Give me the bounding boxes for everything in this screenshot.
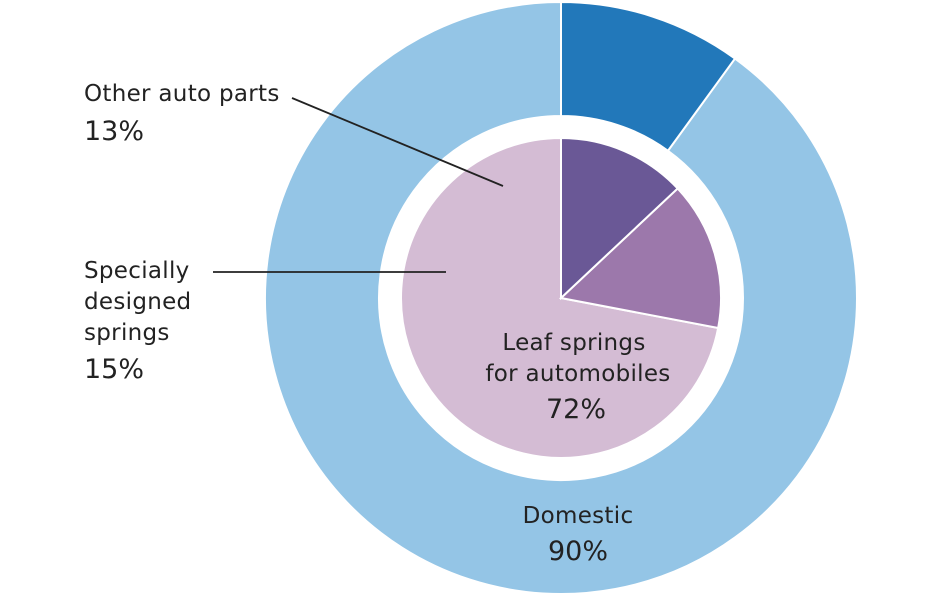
leader-lines [213, 97, 504, 273]
inner-pie [400, 136, 722, 459]
inner-slice-specially-designed-springs [558, 187, 722, 330]
label-leaf-springs-line2: for automobiles [485, 361, 670, 387]
pct-domestic: 90% [548, 536, 608, 567]
label-domestic: Domestic [523, 503, 634, 529]
pct-specially: 15% [84, 354, 144, 385]
outer-slice-domestic [264, 0, 858, 595]
inner-slice-other-auto-parts [560, 136, 680, 301]
label-specially-line1: Specially [84, 258, 190, 284]
label-specially-line3: springs [84, 320, 170, 346]
outer-slice-unlabeled-1 [560, 0, 737, 153]
label-specially-line2: designed [84, 289, 191, 315]
outer-ring [264, 0, 858, 595]
pct-other-auto-parts: 13% [84, 116, 144, 147]
label-other-auto-parts: Other auto parts [84, 81, 280, 107]
label-leaf-springs-line1: Leaf springs [502, 330, 645, 356]
leader-line-other-auto-parts [291, 97, 504, 187]
pct-leaf-springs: 72% [546, 394, 606, 425]
